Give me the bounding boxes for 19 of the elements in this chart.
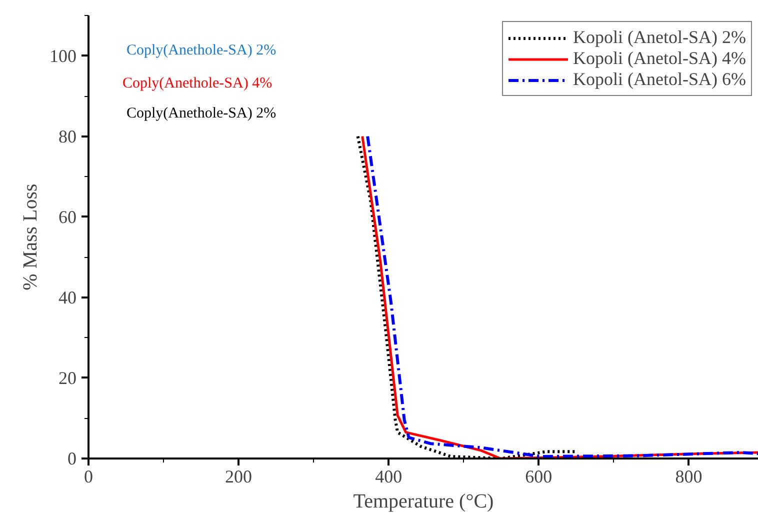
x-tick-label: 0 xyxy=(84,466,93,486)
legend-label: Kopoli (Anetol-SA) 6% xyxy=(573,69,746,90)
x-tick-label: 600 xyxy=(525,466,552,486)
y-tick-label: 100 xyxy=(50,46,76,66)
legend-label: Kopoli (Anetol-SA) 2% xyxy=(573,27,746,48)
x-tick-label: 800 xyxy=(675,466,702,486)
y-tick-label: 60 xyxy=(58,206,76,227)
x-axis-title: Temperature (°C) xyxy=(353,490,494,512)
x-tick-label: 200 xyxy=(225,466,252,486)
y-tick-label: 40 xyxy=(58,287,76,308)
annotation: Coply(Anethole-SA) 2% xyxy=(126,42,276,58)
y-tick-label: 80 xyxy=(58,126,76,146)
annotation: Coply(Anethole-SA) 4% xyxy=(122,76,272,92)
y-tick-label: 20 xyxy=(58,368,76,388)
x-tick-label: 400 xyxy=(375,466,402,486)
y-axis-title: % Mass Loss xyxy=(20,183,42,290)
y-tick-label: 0 xyxy=(68,448,76,468)
legend-label: Kopoli (Anetol-SA) 4% xyxy=(573,48,746,69)
annotation: Coply(Anethole-SA) 2% xyxy=(126,106,276,122)
